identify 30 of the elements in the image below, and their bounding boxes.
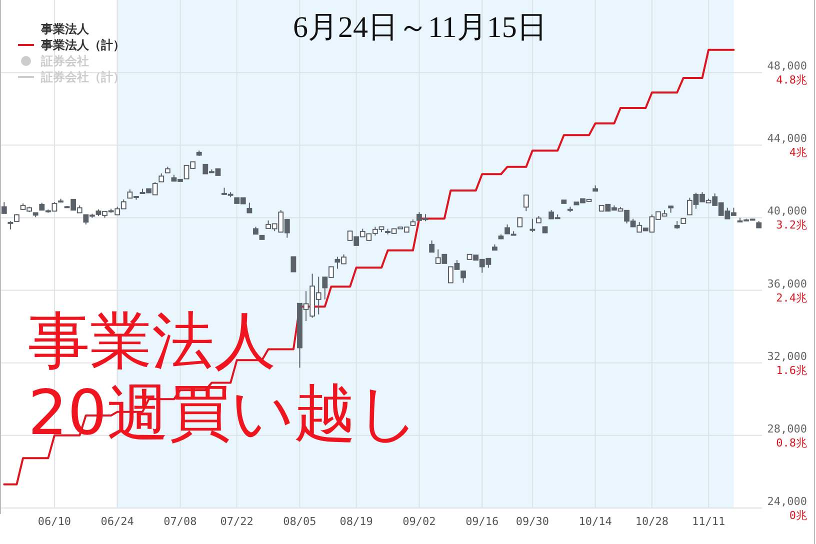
x-tick-label: 07/08: [164, 515, 197, 528]
x-tick-label: 11/11: [692, 515, 726, 528]
x-tick-label: 09/30: [516, 515, 550, 528]
y-tick-label: 24,000: [767, 495, 807, 508]
annotation: 事業法人: [28, 304, 276, 377]
y-tick-label: 48,000: [767, 60, 807, 73]
text: 事業法人: [41, 22, 89, 36]
y2-tick-label: 0.8兆: [776, 436, 807, 450]
x-tick-label: 06/24: [100, 515, 134, 528]
y2-tick-label: 2.4兆: [776, 291, 807, 304]
legend-label: 事業法人（計）: [40, 38, 125, 52]
x-tick-label: 09/02: [402, 515, 436, 528]
y2-tick-label: 4.8兆: [776, 74, 807, 87]
y-tick-label: 32,000: [767, 350, 807, 363]
x-tick-label: 08/19: [340, 515, 373, 528]
x-tick-label: 09/16: [466, 515, 499, 528]
y2-tick-label: 1.6兆: [776, 364, 807, 377]
x-tick-label: 10/28: [635, 515, 668, 528]
y-tick-label: 36,000: [767, 277, 807, 290]
y2-tick-label: 4兆: [789, 146, 807, 160]
x-tick-label: 07/22: [220, 515, 254, 528]
y2-tick-label: 0兆: [789, 509, 807, 522]
x-tick-label: 08/05: [283, 515, 316, 528]
y-tick-label: 44,000: [767, 132, 807, 146]
x-tick-label: 06/10: [38, 515, 72, 528]
y-tick-label: 28,000: [767, 422, 807, 436]
y-tick-label: 40,000: [767, 204, 807, 218]
x-tick-label: 10/14: [578, 515, 612, 528]
y2-tick-label: 3.2兆: [776, 218, 807, 232]
chart-title: 6月24日～11月15日: [293, 11, 547, 44]
